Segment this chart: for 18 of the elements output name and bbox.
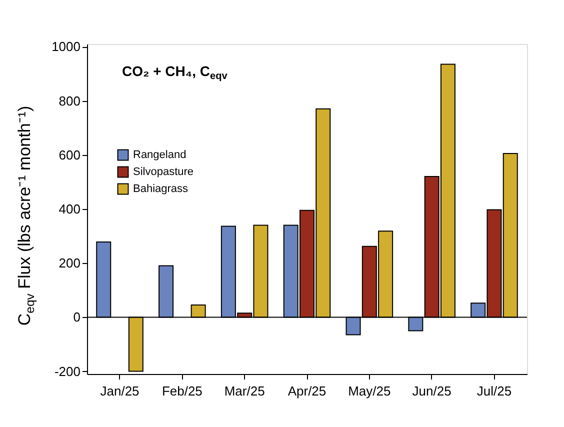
y-tick-label: 200 — [58, 256, 80, 271]
x-tick-label: Jul/25 — [476, 384, 512, 398]
y-tick-label: 0 — [73, 310, 80, 325]
legend-label: Bahiagrass — [133, 183, 189, 195]
x-tick-label: Feb/25 — [162, 384, 202, 398]
x-tick-label: Mar/25 — [224, 384, 265, 398]
x-tick-label: May/25 — [348, 384, 391, 398]
y-tick-label: 800 — [58, 93, 80, 108]
y-tick-label: 600 — [58, 147, 80, 162]
x-tick-label: Jan/25 — [100, 384, 140, 398]
y-axis-title: Ceqv Flux (lbs acre⁻¹ month⁻¹) — [15, 106, 38, 326]
y-tick-label: 400 — [58, 202, 80, 216]
legend-label: Silvopasture — [133, 166, 194, 178]
x-tick-label: Jun/25 — [412, 384, 452, 398]
y-tick-label: 1000 — [52, 39, 80, 54]
x-tick-label: Apr/25 — [288, 384, 326, 398]
y-tick-label: -200 — [54, 364, 80, 379]
legend-label: Rangeland — [133, 149, 186, 161]
